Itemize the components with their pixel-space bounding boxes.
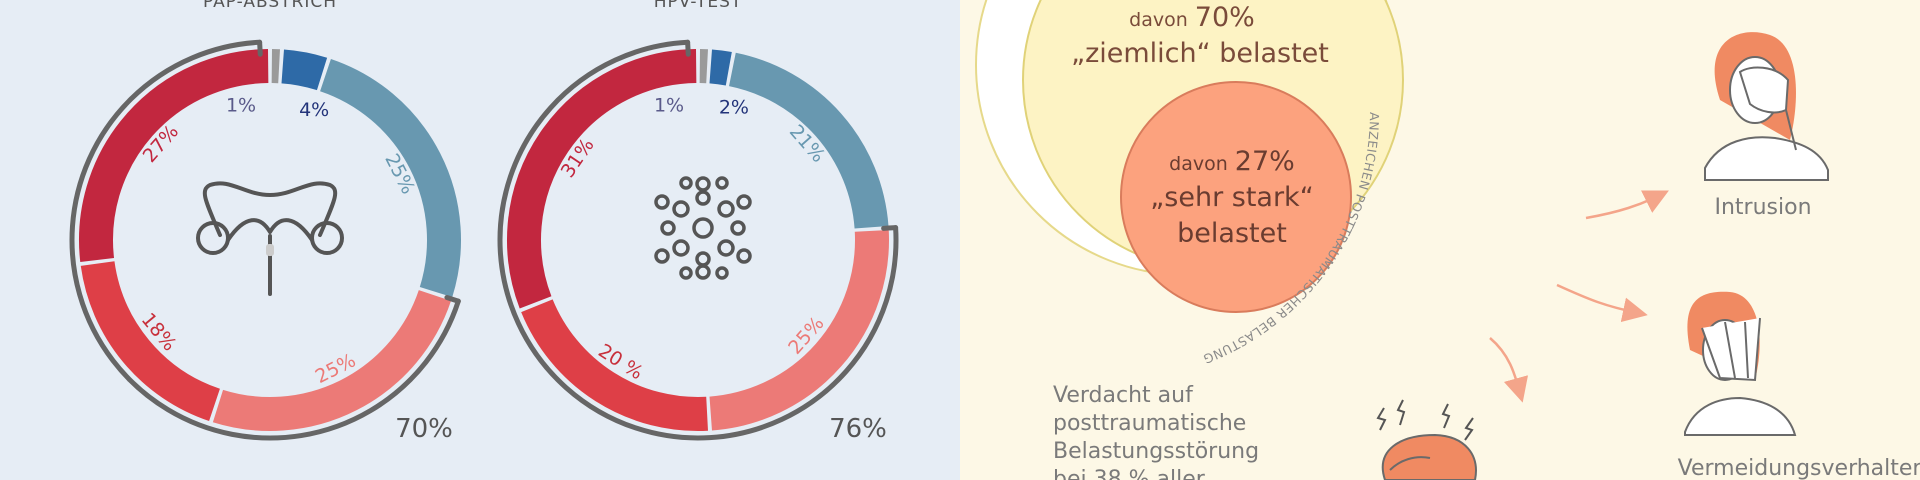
bracket-total-hpv: 76% [829,414,887,444]
arrow-suspicion [1489,337,1529,403]
arrow-avoidance [1556,283,1648,323]
woman-avoidance-icon [1684,291,1797,436]
donut-1-slice-2 [728,52,889,229]
arrow-intrusion [1585,190,1669,220]
donut-0-bracket [69,39,461,441]
right-panel: davon 70% „ziemlich“ belastet davon 27% „s… [960,0,1920,480]
donut-0-bracket-tick-0 [444,294,461,304]
donut-0-slice-5 [79,49,269,262]
inner-caption-line2: belastet [1177,218,1287,249]
left-panel: PAP-ABSTRICH HPV-TEST [0,0,960,480]
stress-diagram: davon 70% „ziemlich“ belastet davon 27% „s… [975,0,1920,480]
donut-0-slice-3 [212,289,452,431]
outer-caption: davon 70% [1129,2,1255,33]
virus-icon [654,176,752,280]
donut-1-slice-1 [709,49,732,86]
donut-0-bracket-tick-1 [257,39,263,57]
inner-caption-pct: 27% [1235,146,1295,177]
donut-0-label-1: 4% [299,99,329,121]
donut-0-slice-2 [319,58,461,298]
suspicion-line-3: Belastungsstörung [1053,439,1259,464]
stressed-head-icon [1376,399,1477,480]
suspicion-line-1: Verdacht auf [1053,383,1194,408]
outer-caption-pct: 70% [1195,2,1255,33]
arrows [1489,190,1669,403]
donut-0-slice-1 [281,49,328,91]
donut-1-label-1: 2% [719,96,749,118]
donut-1-label-0: 1% [654,95,684,117]
donut-1-slice-3 [709,230,889,431]
donut-1-slice-4 [521,299,708,431]
inner-caption-line1: „sehr stark“ [1150,182,1313,213]
inner-caption: davon 27% [1169,146,1295,177]
inner-caption-prefix: davon [1169,153,1228,175]
donut-1-bracket-tick-0 [881,225,899,231]
donut-0-slice-4 [80,260,221,422]
suspicion-line-2: posttraumatische [1053,411,1246,436]
intrusion-label: Intrusion [1714,195,1811,220]
outer-caption-prefix: davon [1129,9,1188,31]
donut-0-label-0: 1% [226,95,256,117]
outer-caption-text: „ziemlich“ belastet [1071,38,1329,69]
chart-title-pap: PAP-ABSTRICH [203,0,337,12]
woman-intrusion-icon [1704,32,1829,181]
suspicion-text: Verdacht auf posttraumatische Belastungs… [1053,383,1259,480]
donut-1-slice-5 [507,49,697,309]
suspicion-line-4: bei 38 % aller [1053,467,1206,480]
avoidance-label: Vermeidungsverhalten [1678,456,1920,480]
chart-title-hpv: HPV-TEST [654,0,743,12]
bracket-total-pap: 70% [395,414,453,444]
uterus-icon [196,181,344,296]
donut-1-bracket [497,39,899,441]
inner-circle [1120,81,1352,313]
donut-1-bracket-tick-1 [685,39,691,57]
donut-charts: PAP-ABSTRICH HPV-TEST [69,0,899,444]
